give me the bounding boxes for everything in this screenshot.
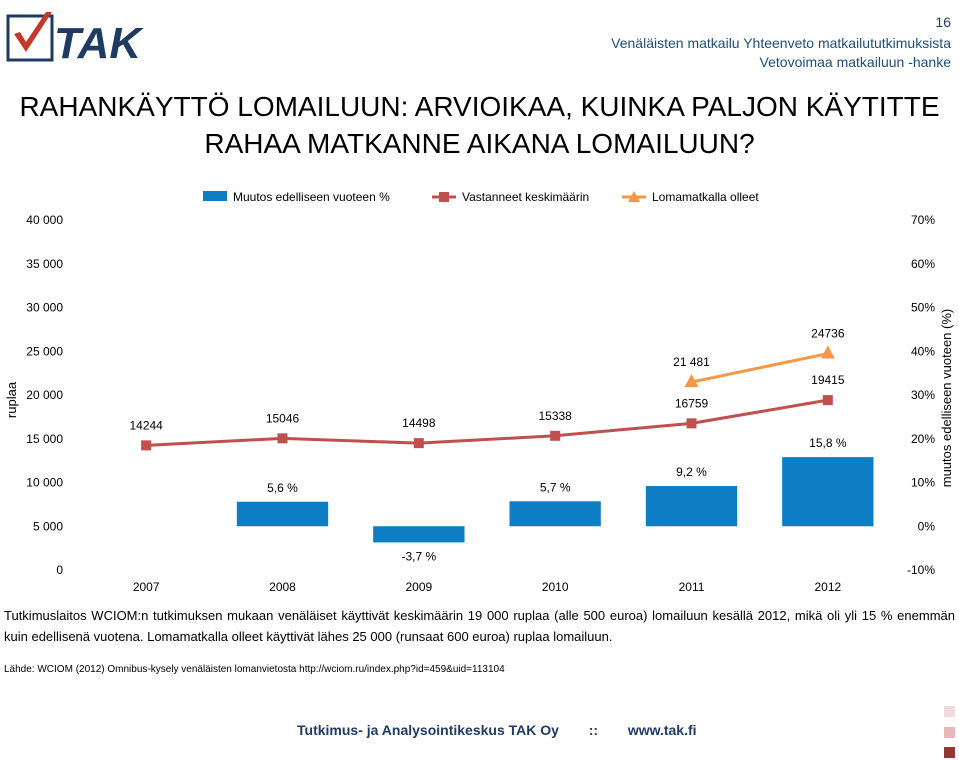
footer: Tutkimus- ja Analysointikeskus TAK Oy ::… (297, 722, 697, 738)
legend-marker-square (439, 192, 449, 202)
body-text: Tutkimuslaitos WCIOM:n tutkimuksen mukaa… (4, 608, 955, 644)
line-marker-square (686, 418, 697, 429)
tak-logo-graphic: TAK (6, 12, 144, 68)
y-tick-label: 15 000 (26, 432, 63, 446)
y2-tick-label: 70% (911, 213, 935, 227)
y-tick-label: 5 000 (33, 519, 63, 533)
legend-label: Vastanneet keskimäärin (462, 190, 589, 204)
line-marker-square (822, 395, 833, 406)
chart-container: 0 5 000 10 000 15 000 20 000 25 000 30 000 35 0… (0, 178, 959, 603)
series-line (691, 352, 829, 384)
footer-url[interactable]: www.tak.fi (627, 722, 697, 738)
tak-logo: TAK (6, 8, 146, 68)
footer-separator: :: (588, 722, 599, 738)
bar (645, 486, 738, 527)
line-marker-square (141, 440, 152, 451)
y2-tick-label: 50% (911, 301, 935, 315)
line-marker-square (277, 433, 288, 444)
line-marker-square (413, 438, 424, 449)
bar (236, 501, 329, 527)
bar-data-label: 9,2 % (676, 465, 707, 479)
line-marker-square (550, 430, 561, 441)
y2-tick-label: 0% (918, 519, 936, 533)
legend-label: Lomamatkalla olleet (652, 190, 759, 204)
footer-square-dark (944, 747, 955, 758)
x-tick-label: 2009 (405, 580, 432, 594)
x-tick-label: 2008 (269, 580, 296, 594)
y-tick-label: 10 000 (26, 476, 63, 490)
x-tick-label: 2007 (133, 580, 160, 594)
y2-tick-label: 30% (911, 388, 935, 402)
y2-axis-label: muutos edelliseen vuoteen (%) (939, 309, 954, 488)
y-tick-label: 40 000 (26, 213, 63, 227)
bar-data-label: -3,7 % (401, 549, 436, 563)
y-tick-label: 20 000 (26, 388, 63, 402)
footer-square-mid (944, 727, 955, 738)
y-tick-label: 35 000 (26, 257, 63, 271)
bar (509, 501, 601, 527)
y2-tick-label: 40% (911, 344, 935, 358)
y2-tick-label: 60% (911, 257, 935, 271)
page-number: 16 (935, 14, 951, 30)
series-line (146, 398, 829, 447)
y-tick-label: 30 000 (26, 301, 63, 315)
bar-data-label: 5,6 % (267, 481, 298, 495)
y2-tick-label: 20% (911, 432, 935, 446)
logo-text: TAK (54, 19, 144, 64)
line-data-label: 15046 (266, 411, 300, 425)
bar-data-label: 15,8 % (809, 436, 847, 450)
x-tick-label: 2012 (814, 580, 841, 594)
footer-square-light (944, 706, 955, 717)
bar-data-label: 5,7 % (540, 480, 571, 494)
legend-label: Muutos edelliseen vuoteen % (233, 190, 390, 204)
bar (373, 526, 465, 543)
line-data-label: 15338 (538, 409, 572, 423)
line-data-label: 24736 (811, 327, 845, 341)
line-data-label: 21 481 (673, 355, 710, 369)
y-axis-label: ruplaa (4, 381, 19, 418)
header-subtitle-2: Vetovoimaa matkailuun -hanke (759, 54, 951, 70)
x-tick-label: 2010 (542, 580, 569, 594)
header-subtitle-1: Venäläisten matkailu Yhteenveto matkailu… (611, 35, 951, 51)
line-marker-triangle (684, 374, 699, 388)
line-data-label: 14498 (402, 416, 436, 430)
y-tick-label: 25 000 (26, 344, 63, 358)
y2-tick-label: -10% (907, 563, 935, 577)
legend-marker-triangle (628, 191, 640, 202)
bar (782, 457, 874, 527)
x-tick-label: 2011 (679, 580, 705, 594)
footer-org: Tutkimus- ja Analysointikeskus TAK Oy (297, 722, 559, 738)
combo-chart: 0 5 000 10 000 15 000 20 000 25 000 30 000 35 0… (4, 190, 954, 594)
line-data-label: 19415 (811, 373, 845, 387)
page-title: RAHANKÄYTTÖ LOMAILUUN: ARVIOIKAA, KUINKA… (19, 91, 940, 159)
y2-tick-label: 10% (911, 476, 935, 490)
line-data-label: 16759 (675, 396, 709, 410)
legend-swatch-bar (203, 191, 227, 201)
line-data-label: 14244 (129, 418, 163, 432)
source-text: Lähde: WCIOM (2012) Omnibus-kysely venäl… (4, 664, 505, 675)
line-marker-triangle (820, 345, 835, 359)
y-tick-label: 0 (56, 563, 63, 577)
